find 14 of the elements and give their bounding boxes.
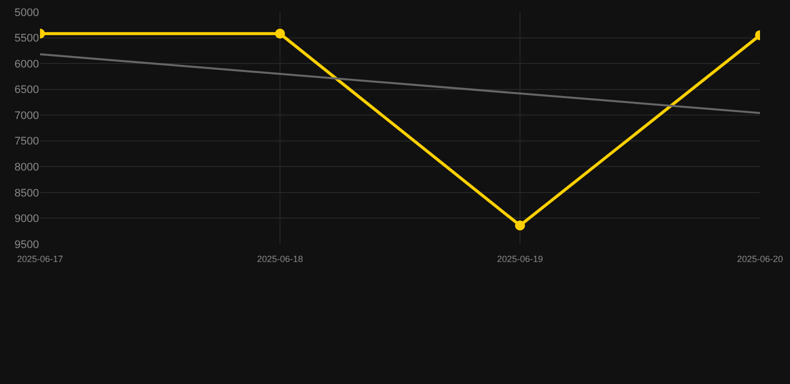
x-tick-label: 2025-06-17 bbox=[16, 254, 64, 264]
y-tick-label: 6500 bbox=[14, 84, 39, 96]
y-tick-label: 8000 bbox=[14, 162, 39, 174]
x-tick-label: 2025-06-18 bbox=[256, 254, 304, 264]
y-tick-label: 7500 bbox=[14, 136, 39, 148]
y-tick-label: 9000 bbox=[14, 213, 39, 226]
y-tick-label: 5500 bbox=[14, 32, 39, 45]
y-tick-label: 9500 bbox=[14, 238, 39, 251]
y-tick-label: 8500 bbox=[14, 187, 39, 200]
x-tick-label: 2025-06-19 bbox=[496, 254, 544, 264]
y-tick-label: 5000 bbox=[14, 6, 39, 19]
y-tick-label: 6000 bbox=[14, 58, 39, 70]
y-tick-label: 7000 bbox=[14, 110, 39, 122]
x-tick-label: 2025-06-20 bbox=[736, 254, 784, 264]
